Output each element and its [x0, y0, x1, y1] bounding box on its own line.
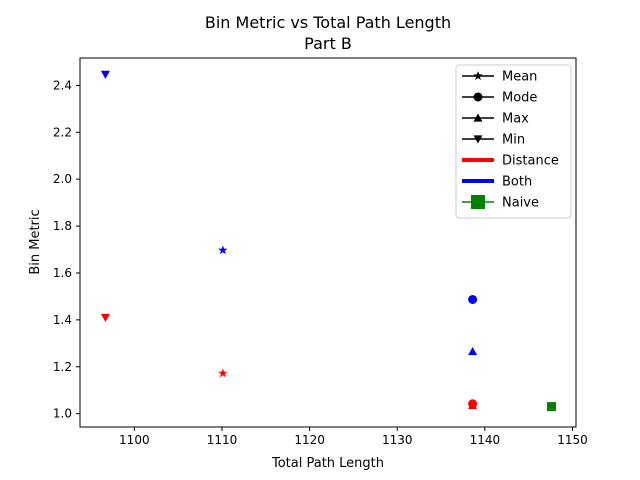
- y-tick-label: 2.2: [53, 125, 72, 139]
- x-tick-label: 1150: [557, 433, 588, 447]
- x-tick-label: 1140: [470, 433, 501, 447]
- data-point-circle: [468, 294, 478, 304]
- y-tick-label: 1.8: [53, 219, 72, 233]
- legend-label: Mean: [502, 70, 537, 85]
- legend-marker-circle: [473, 92, 483, 102]
- legend-marker-square: [471, 195, 485, 209]
- legend-item-both: Both: [462, 175, 532, 190]
- y-tick-label: 1.6: [53, 266, 72, 280]
- y-tick-label: 1.2: [53, 360, 72, 374]
- legend-marker-triangle-up: [473, 113, 483, 122]
- plot-area-frame: [79, 57, 577, 428]
- legend-marker-triangle-down: [473, 135, 483, 144]
- data-point-triangle-up: [468, 347, 478, 356]
- chart-title: Bin Metric vs Total Path Length: [205, 13, 451, 32]
- legend-item-naive: Naive: [462, 195, 539, 211]
- y-tick-label: 2.0: [53, 172, 72, 186]
- legend-label: Both: [502, 175, 532, 190]
- data-points: [100, 70, 556, 412]
- legend-item-mean: Mean: [462, 70, 537, 85]
- x-tick-label: 1100: [119, 433, 150, 447]
- x-tick-label: 1110: [207, 433, 238, 447]
- legend-label: Min: [502, 133, 525, 148]
- chart-subtitle: Part B: [304, 34, 352, 53]
- data-point-triangle-up: [468, 400, 478, 410]
- axes: 1100 1110 1120 1130 1140 1150 1.0 1.2 1.4 1.6 1.8 2…: [53, 78, 588, 447]
- y-tick-label: 1.0: [53, 407, 72, 421]
- data-point-square: [546, 402, 556, 412]
- y-tick-label: 1.4: [53, 313, 72, 327]
- data-point-star: [218, 245, 228, 255]
- legend-item-distance: Distance: [462, 154, 559, 169]
- y-tick-label: 2.4: [53, 78, 72, 92]
- legend-item-min: Min: [462, 133, 525, 148]
- legend-label: Naive: [502, 196, 539, 211]
- data-point-triangle-down: [100, 313, 110, 323]
- x-axis-label: Total Path Length: [271, 456, 384, 471]
- x-tick-label: 1120: [294, 433, 325, 447]
- legend: Mean Mode Max Min Distance Both Naive: [455, 64, 572, 219]
- legend-item-max: Max: [462, 112, 529, 127]
- data-point-triangle-down: [100, 70, 110, 79]
- legend-marker-star: [473, 71, 483, 80]
- x-tick-label: 1130: [382, 433, 413, 447]
- y-axis-label: Bin Metric: [28, 209, 43, 274]
- legend-label: Distance: [502, 154, 559, 169]
- legend-label: Max: [502, 112, 529, 127]
- legend-label: Mode: [502, 91, 537, 106]
- data-point-star: [218, 368, 228, 378]
- legend-item-mode: Mode: [462, 91, 537, 106]
